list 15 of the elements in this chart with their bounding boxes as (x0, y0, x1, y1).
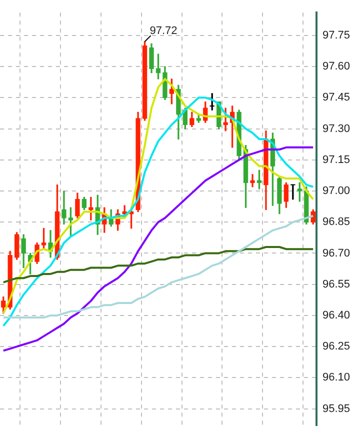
y-tick-label: 97.00 (322, 185, 350, 198)
y-tick-label: 97.60 (322, 60, 350, 73)
y-tick-label: 97.75 (322, 29, 350, 42)
y-tick-label: 96.40 (322, 309, 350, 322)
y-tick-label: 96.10 (322, 372, 350, 384)
annotation: 97.72 (150, 25, 178, 38)
y-tick-label: 96.55 (322, 278, 350, 290)
y-tick-label: 96.25 (322, 340, 350, 353)
y-tick-label: 96.70 (322, 247, 350, 260)
y-tick-label: 96.85 (322, 216, 350, 228)
y-tick-label: 97.45 (322, 92, 350, 104)
y-tick-label: 97.15 (322, 154, 350, 166)
y-tick-label: 97.30 (322, 122, 350, 135)
y-tick-label: 95.95 (322, 402, 350, 415)
candlestick (250, 174, 255, 188)
